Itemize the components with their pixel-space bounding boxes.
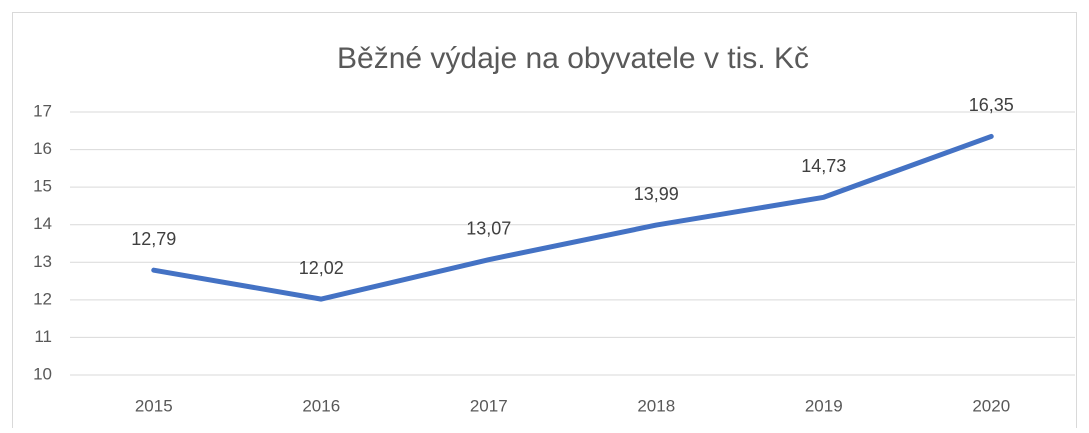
- y-tick-label: 11: [34, 327, 52, 346]
- x-tick-label: 2020: [972, 396, 1010, 415]
- y-tick-label: 15: [33, 177, 52, 196]
- data-label: 16,35: [969, 95, 1014, 115]
- chart-title: Běžné výdaje na obyvatele v tis. Kč: [337, 42, 809, 75]
- data-label: 14,73: [801, 156, 846, 176]
- x-tick-label: 2017: [470, 396, 508, 415]
- y-tick-label: 14: [33, 214, 52, 233]
- x-tick-label: 2018: [637, 396, 675, 415]
- y-tick-label: 12: [33, 289, 52, 308]
- y-tick-label: 13: [33, 252, 52, 271]
- x-tick-label: 2015: [135, 396, 173, 415]
- data-label: 12,79: [131, 229, 176, 249]
- x-tick-label: 2016: [302, 396, 340, 415]
- y-tick-label: 17: [33, 101, 52, 120]
- y-tick-label: 10: [33, 364, 52, 383]
- data-label: 12,02: [299, 258, 344, 278]
- y-tick-label: 16: [33, 139, 52, 158]
- line: [151, 133, 994, 302]
- chart-border: [12, 12, 1077, 433]
- x-tick-label: 2019: [805, 396, 843, 415]
- data-label: 13,07: [466, 218, 511, 238]
- data-label: 13,99: [634, 184, 679, 204]
